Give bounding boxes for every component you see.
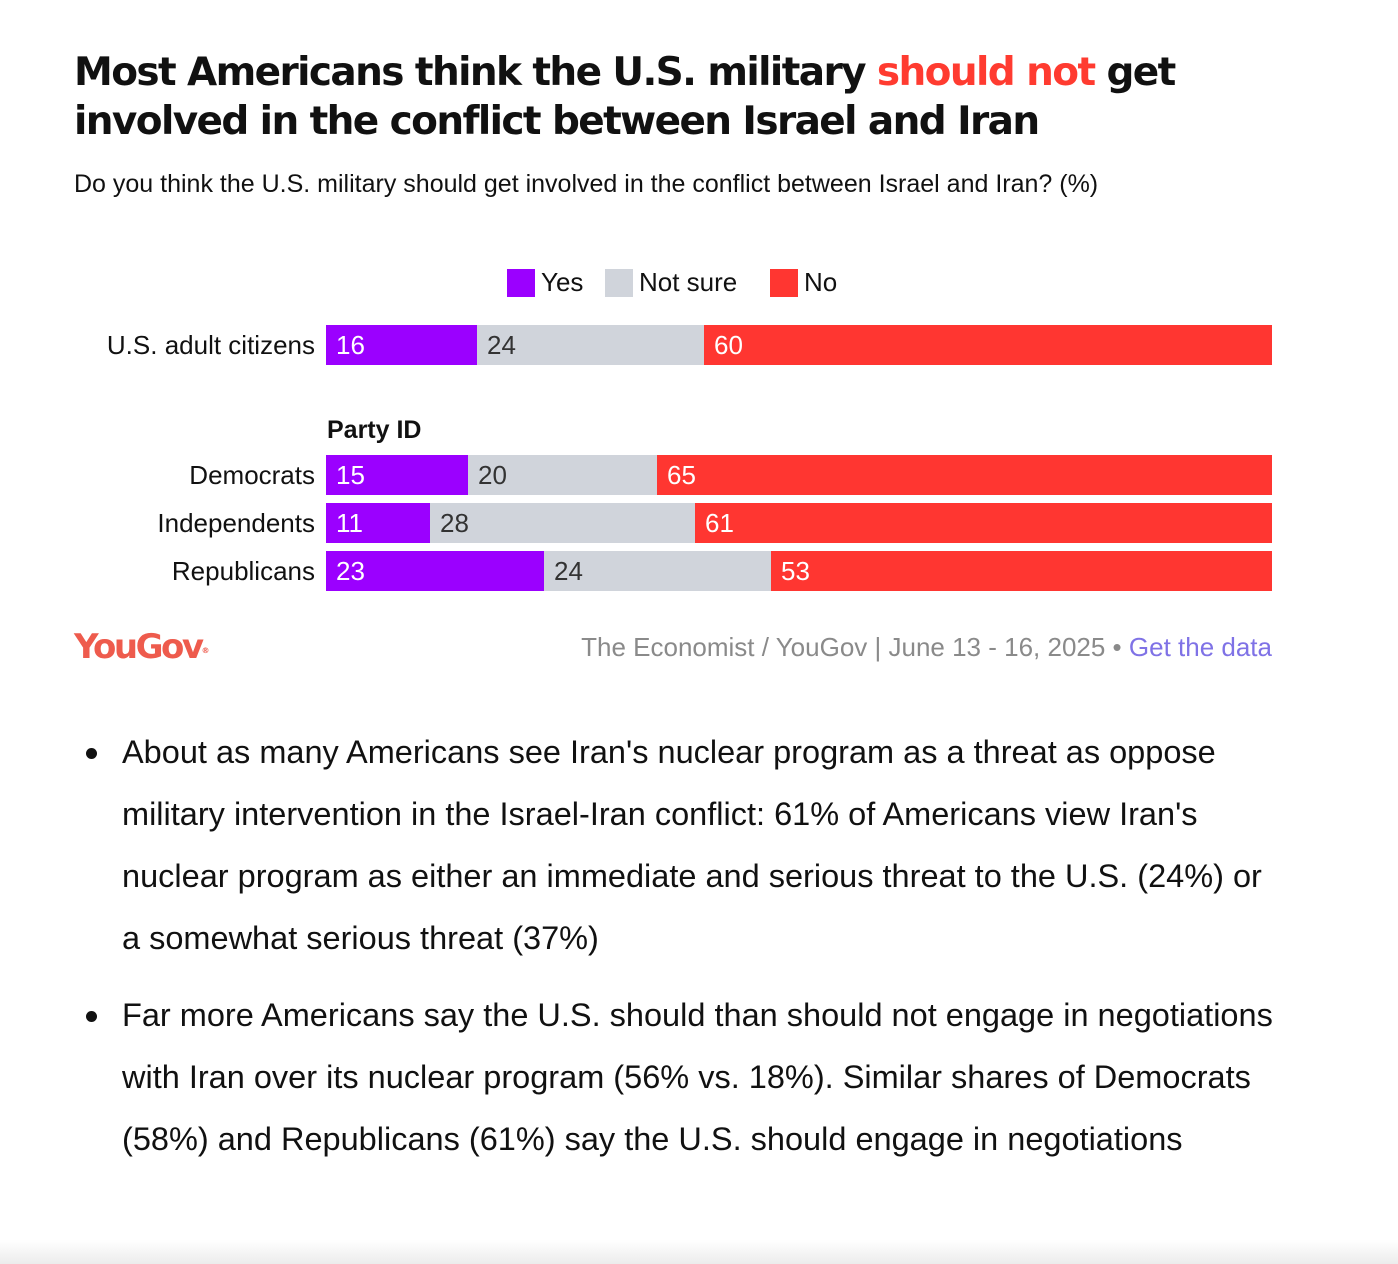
data-label-not-sure: 20 [478, 460, 507, 490]
bullet-text: About as many Americans see Iran's nucle… [122, 734, 1262, 956]
bar-segment-no: 61 [695, 503, 1272, 543]
data-label-no: 53 [781, 556, 810, 586]
data-label-yes: 16 [336, 330, 365, 360]
row-label-republicans: Republicans [171, 556, 315, 586]
source-text: The Economist / YouGov | June 13 - 16, 2… [581, 632, 1129, 662]
logo-text: YouGov [74, 627, 204, 667]
source-line: The Economist / YouGov | June 13 - 16, 2… [581, 629, 1272, 665]
yougov-logo: YouGov® [74, 626, 210, 668]
title-text-end: get involved in the conflict between Isr… [74, 50, 1176, 144]
row-label-us-adult-citizens: U.S. adult citizens [106, 330, 315, 360]
bar-segment-not-sure: 24 [477, 325, 704, 365]
row-label-independents: Independents [157, 508, 315, 538]
data-label-yes: 15 [336, 460, 365, 490]
bar-segment-yes: 11 [326, 503, 430, 543]
bar-row-republicans: 23 24 53 [326, 551, 1272, 591]
data-label-not-sure: 24 [487, 330, 516, 360]
bar-segment-not-sure: 24 [544, 551, 771, 591]
bottom-edge [0, 1240, 1398, 1264]
chart-title: Most Americans think the U.S. military s… [74, 48, 1294, 146]
bar-row-democrats: 15 20 65 [326, 455, 1272, 495]
list-item: About as many Americans see Iran's nucle… [84, 721, 1284, 969]
bar-segment-yes: 16 [326, 325, 477, 365]
legend-label-yes: Yes [541, 267, 584, 297]
bar-segment-no: 65 [657, 455, 1272, 495]
title-highlight: should not [876, 50, 1096, 95]
legend-swatch-yes [507, 269, 535, 297]
data-label-yes: 23 [336, 556, 365, 586]
legend-swatch-no [770, 269, 798, 297]
bar-segment-no: 60 [704, 325, 1272, 365]
row-label-democrats: Democrats [189, 460, 315, 490]
data-label-not-sure: 24 [554, 556, 583, 586]
bullet-icon [86, 1011, 97, 1022]
bar-row-independents: 11 28 61 [326, 503, 1272, 543]
data-label-no: 65 [667, 460, 696, 490]
legend-label-not-sure: Not sure [639, 267, 738, 297]
bar-segment-yes: 23 [326, 551, 544, 591]
group-heading-party-id: Party ID [327, 416, 422, 444]
bullet-text: Far more Americans say the U.S. should t… [122, 997, 1273, 1157]
bullet-icon [86, 748, 97, 759]
title-text-start: Most Americans think the U.S. military [74, 50, 877, 95]
legend-label-no: No [804, 267, 838, 297]
bar-segment-no: 53 [771, 551, 1272, 591]
bar-row-us-adult-citizens: 16 24 60 [326, 325, 1272, 365]
list-item: Far more Americans say the U.S. should t… [84, 984, 1284, 1170]
chart-legend: Yes Not sure No [0, 264, 1398, 300]
data-label-no: 61 [705, 508, 734, 538]
bar-segment-yes: 15 [326, 455, 468, 495]
data-label-yes: 11 [336, 508, 363, 538]
legend-swatch-not-sure [605, 269, 633, 297]
logo-registered-mark: ® [201, 646, 210, 655]
chart-subtitle: Do you think the U.S. military should ge… [74, 170, 1099, 198]
takeaways-list: About as many Americans see Iran's nucle… [84, 721, 1284, 1185]
bar-segment-not-sure: 20 [468, 455, 657, 495]
get-the-data-link[interactable]: Get the data [1128, 632, 1272, 662]
data-label-no: 60 [714, 330, 743, 360]
data-label-not-sure: 28 [440, 508, 469, 538]
bar-segment-not-sure: 28 [430, 503, 695, 543]
